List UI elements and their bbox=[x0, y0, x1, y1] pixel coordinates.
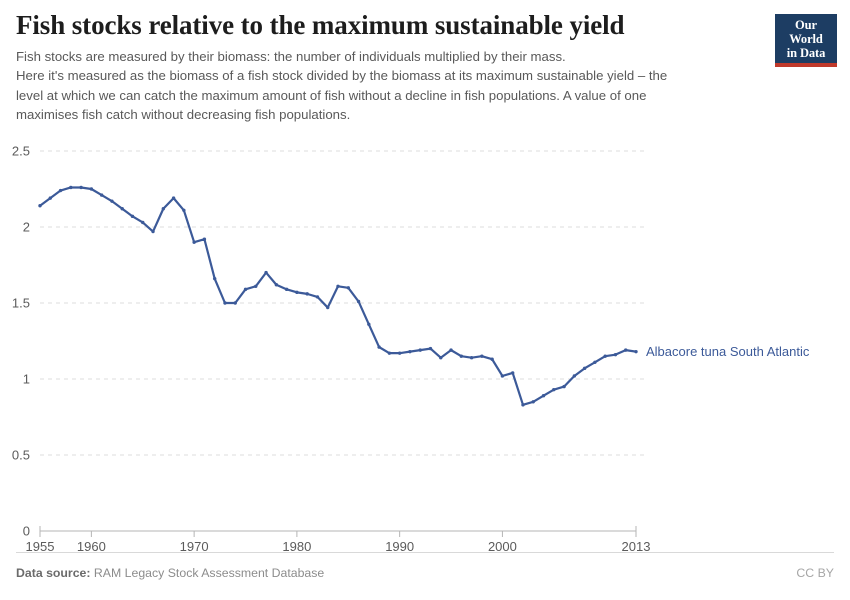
y-axis-labels-group: 0 0.5 1 1.5 2 2.5 bbox=[12, 144, 30, 539]
data-point[interactable] bbox=[326, 305, 330, 310]
our-world-in-data-logo[interactable]: Our World in Data bbox=[775, 14, 837, 67]
gridlines-group bbox=[40, 150, 648, 456]
x-axis-tick-label: 1955 bbox=[26, 539, 55, 552]
y-axis-tick-label: 1 bbox=[23, 372, 30, 387]
data-source-value: RAM Legacy Stock Assessment Database bbox=[93, 566, 325, 580]
series-line[interactable] bbox=[38, 186, 638, 406]
data-source: Data source: RAM Legacy Stock Assessment… bbox=[16, 566, 324, 580]
data-point[interactable] bbox=[531, 400, 535, 404]
data-point[interactable] bbox=[552, 387, 556, 392]
chart-footer: Data source: RAM Legacy Stock Assessment… bbox=[16, 552, 834, 586]
logo-line-1: Our World bbox=[789, 18, 823, 46]
data-point[interactable] bbox=[572, 374, 577, 378]
data-point[interactable] bbox=[202, 237, 207, 241]
subtitle-line-3: level at which we can catch the maximum … bbox=[16, 87, 647, 103]
data-point[interactable] bbox=[562, 384, 566, 389]
data-point[interactable] bbox=[315, 295, 320, 299]
data-point[interactable] bbox=[346, 286, 350, 290]
series-label-group[interactable]: Albacore tuna South Atlantic bbox=[646, 344, 810, 359]
data-point[interactable] bbox=[79, 185, 83, 190]
data-point[interactable] bbox=[397, 351, 402, 355]
data-point[interactable] bbox=[99, 193, 104, 197]
data-point[interactable] bbox=[593, 360, 597, 364]
series-group[interactable] bbox=[38, 185, 638, 407]
data-point[interactable] bbox=[110, 199, 114, 203]
logo-line-2: in Data bbox=[786, 46, 826, 60]
data-point[interactable] bbox=[634, 349, 638, 354]
data-point[interactable] bbox=[510, 371, 515, 375]
data-point[interactable] bbox=[274, 283, 279, 287]
data-point[interactable] bbox=[356, 299, 361, 304]
data-point[interactable] bbox=[521, 403, 525, 407]
data-point[interactable] bbox=[377, 345, 381, 349]
subtitle-line-1: Fish stocks are measured by their biomas… bbox=[16, 49, 566, 65]
data-point[interactable] bbox=[233, 301, 237, 305]
data-point[interactable] bbox=[89, 187, 94, 191]
subtitle-line-2: Here it's measured as the biomass of a f… bbox=[16, 68, 668, 84]
x-axis-tick-label: 2000 bbox=[488, 539, 517, 552]
x-axis-tick-label: 1980 bbox=[282, 539, 311, 552]
data-point[interactable] bbox=[141, 220, 145, 225]
data-point[interactable] bbox=[418, 348, 422, 352]
data-point[interactable] bbox=[500, 374, 505, 378]
data-point[interactable] bbox=[223, 301, 227, 305]
chart-area: 0 0.5 1 1.5 2 2.5 1955 1960 1970 1980 1990 2000 201… bbox=[0, 132, 850, 553]
y-axis-tick-label: 2.5 bbox=[12, 144, 30, 159]
data-source-label: Data source: bbox=[16, 566, 91, 580]
data-point[interactable] bbox=[459, 354, 464, 358]
data-point[interactable] bbox=[387, 351, 392, 355]
data-point[interactable] bbox=[284, 287, 289, 292]
data-point[interactable] bbox=[336, 284, 340, 288]
data-point[interactable] bbox=[428, 346, 433, 351]
page-title: Fish stocks relative to the maximum sust… bbox=[16, 10, 625, 40]
series-name-label[interactable]: Albacore tuna South Atlantic bbox=[646, 344, 810, 359]
data-point[interactable] bbox=[624, 348, 628, 352]
data-point[interactable] bbox=[305, 292, 309, 296]
chart-subtitle: Fish stocks are measured by their biomas… bbox=[16, 47, 746, 124]
data-point[interactable] bbox=[120, 207, 124, 211]
line-chart[interactable]: 0 0.5 1 1.5 2 2.5 1955 1960 1970 1980 1990 2000 201… bbox=[0, 132, 850, 553]
chart-header: Fish stocks relative to the maximum sust… bbox=[16, 10, 834, 124]
data-point[interactable] bbox=[212, 276, 217, 281]
data-point[interactable] bbox=[439, 356, 443, 360]
x-axis-tick-label: 2013 bbox=[622, 539, 651, 552]
y-axis-tick-label: 0 bbox=[23, 524, 30, 539]
x-axis-labels-group: 1955 1960 1970 1980 1990 2000 2013 bbox=[26, 539, 651, 552]
x-axis-tick-label: 1960 bbox=[77, 539, 106, 552]
y-axis-tick-label: 0.5 bbox=[12, 448, 30, 463]
data-point[interactable] bbox=[582, 366, 587, 371]
data-point[interactable] bbox=[58, 188, 63, 193]
data-point[interactable] bbox=[367, 322, 371, 326]
y-axis-tick-label: 2 bbox=[23, 220, 30, 235]
data-point[interactable] bbox=[449, 348, 453, 352]
x-axis-group bbox=[39, 526, 637, 537]
data-point[interactable] bbox=[613, 352, 618, 357]
data-point[interactable] bbox=[182, 208, 186, 212]
data-point[interactable] bbox=[151, 229, 155, 234]
x-axis-tick-label: 1990 bbox=[385, 539, 414, 552]
data-point[interactable] bbox=[171, 196, 176, 200]
license-label[interactable]: CC BY bbox=[796, 566, 834, 580]
data-point[interactable] bbox=[603, 354, 607, 358]
y-axis-tick-label: 1.5 bbox=[12, 296, 30, 311]
x-axis-tick-label: 1970 bbox=[180, 539, 209, 552]
data-point[interactable] bbox=[38, 204, 42, 208]
data-point[interactable] bbox=[161, 207, 166, 211]
data-point[interactable] bbox=[69, 185, 73, 190]
data-point[interactable] bbox=[469, 356, 474, 360]
data-point[interactable] bbox=[48, 196, 52, 200]
data-point[interactable] bbox=[130, 214, 135, 219]
data-point[interactable] bbox=[192, 240, 196, 244]
data-point[interactable] bbox=[480, 354, 484, 358]
data-point[interactable] bbox=[295, 290, 299, 295]
data-point[interactable] bbox=[490, 357, 494, 361]
data-point[interactable] bbox=[254, 284, 258, 288]
data-point[interactable] bbox=[243, 287, 248, 292]
data-point[interactable] bbox=[541, 394, 546, 398]
data-point[interactable] bbox=[408, 349, 412, 354]
subtitle-line-4: maximises fish catch without decreasing … bbox=[16, 106, 351, 122]
data-point[interactable] bbox=[264, 270, 268, 275]
